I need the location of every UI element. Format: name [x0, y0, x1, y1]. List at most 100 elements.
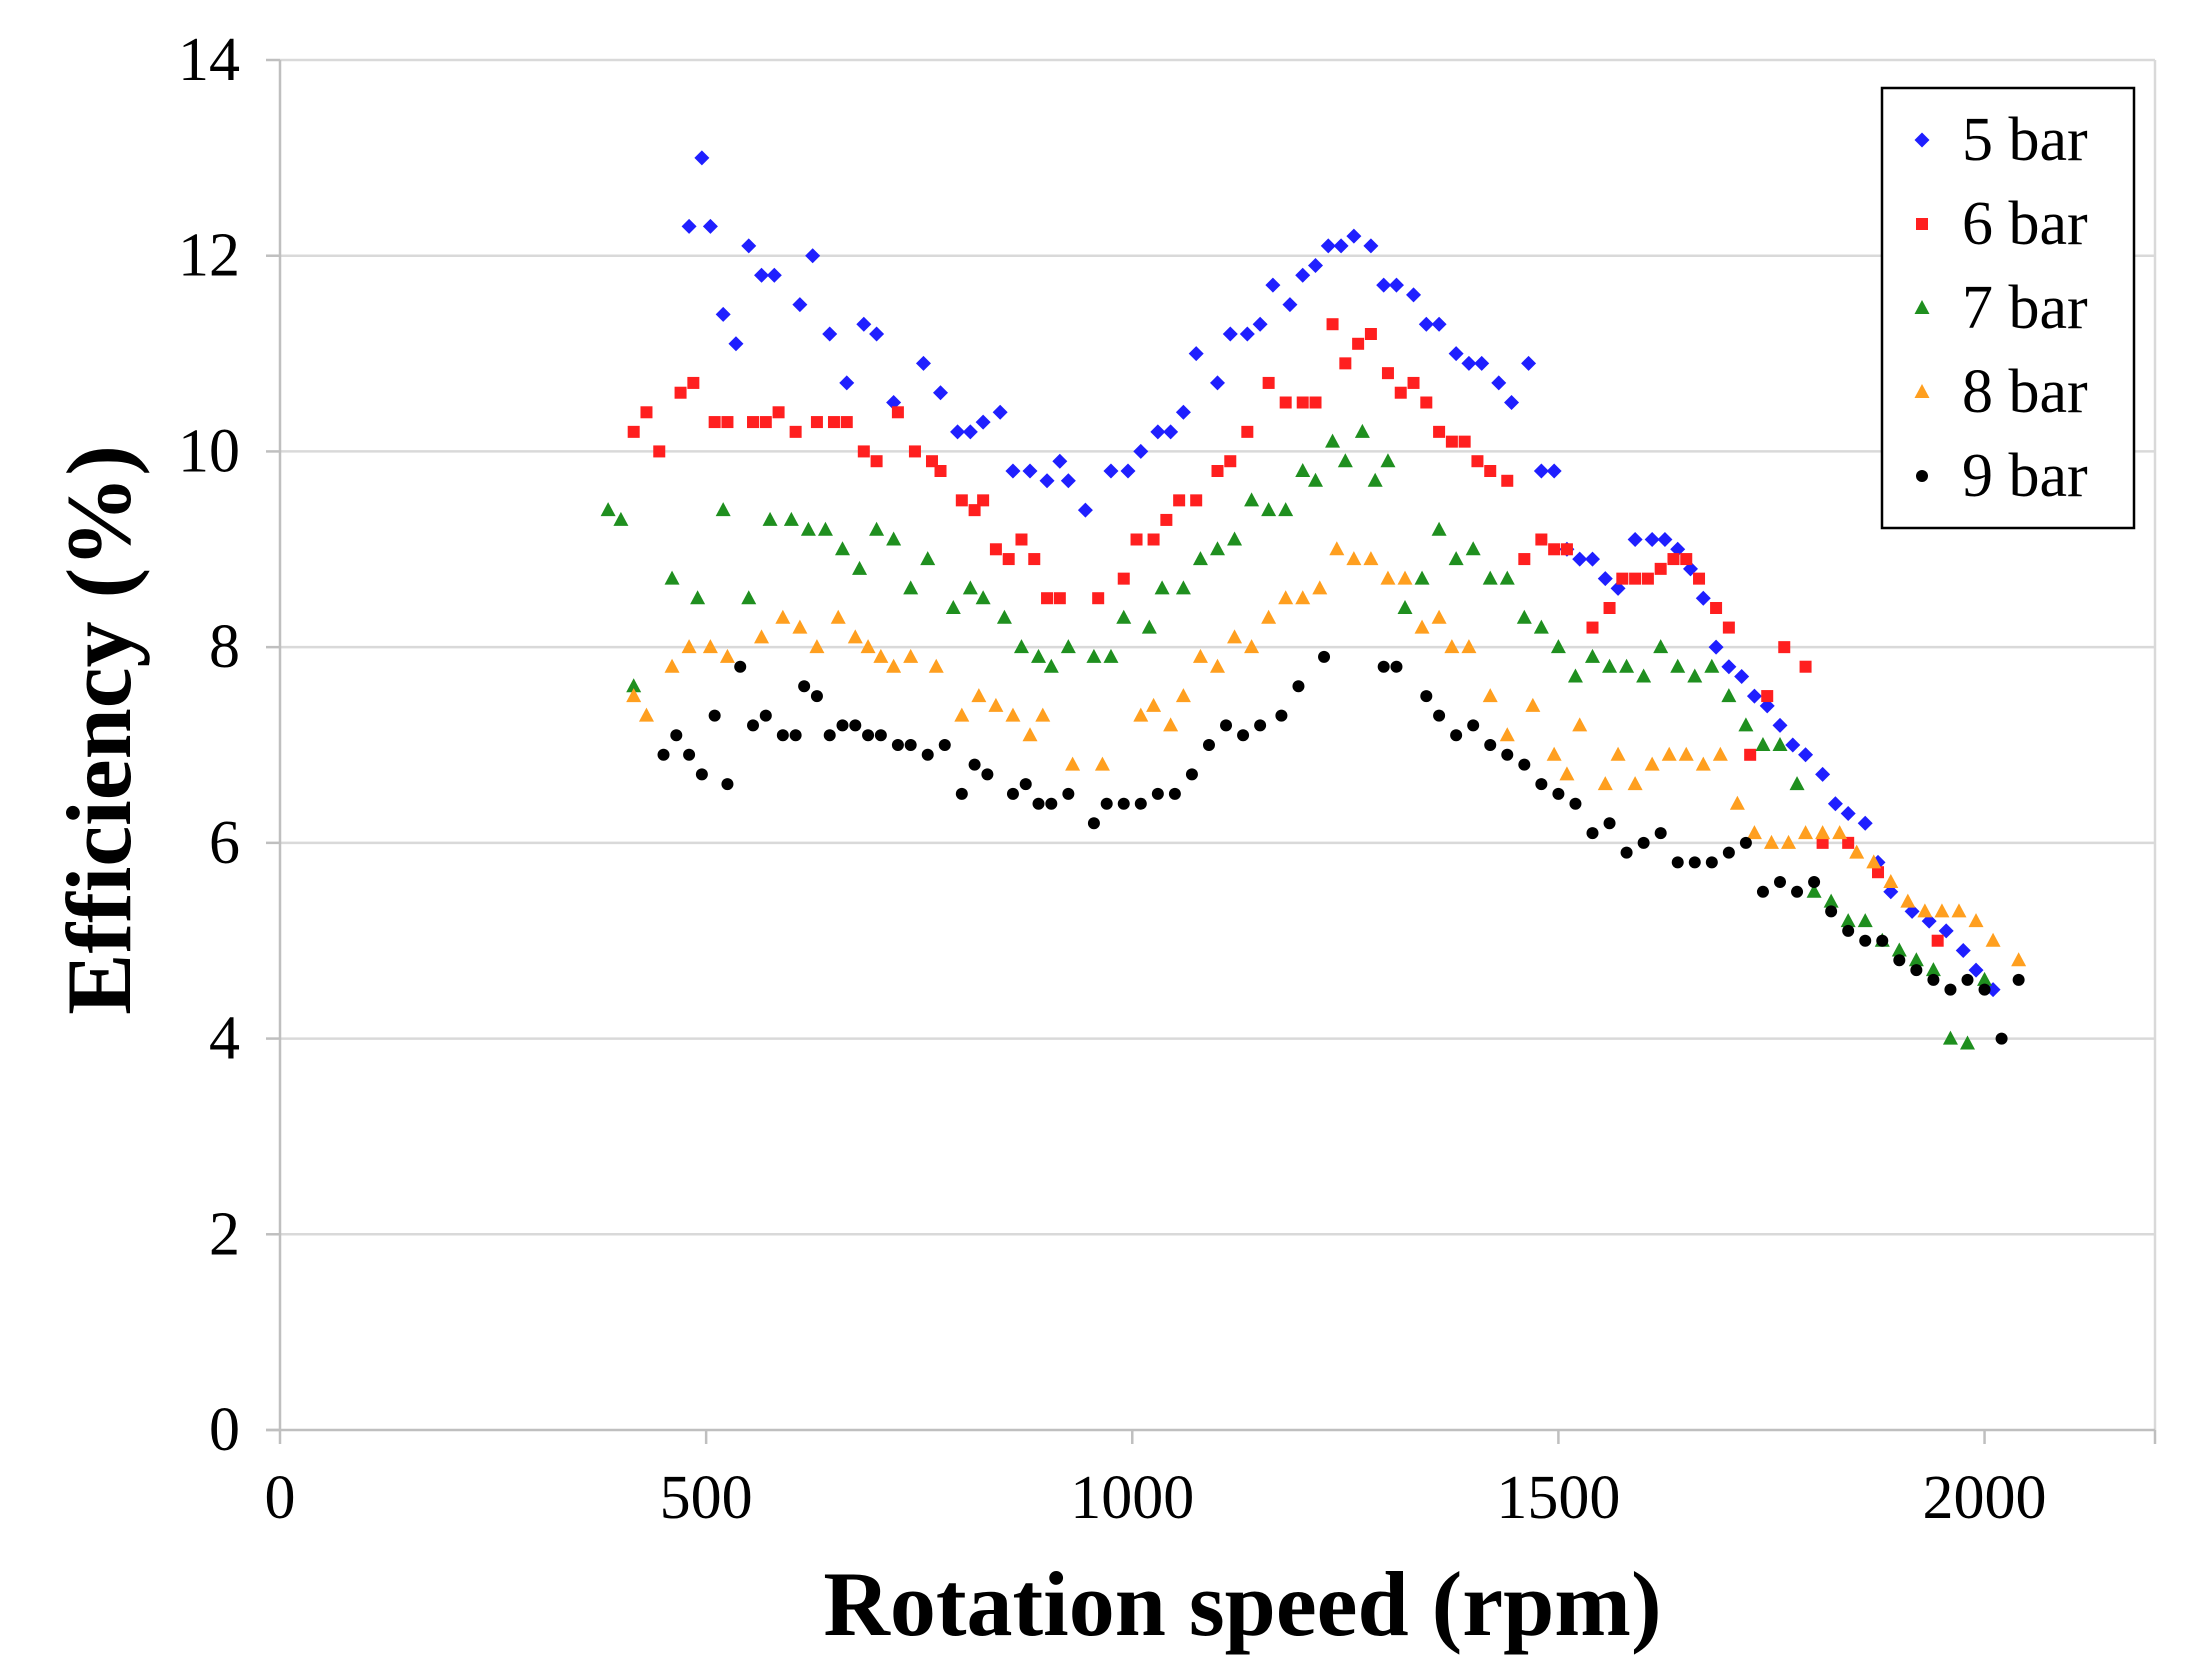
data-point	[1474, 355, 1490, 371]
data-point	[1160, 513, 1173, 526]
data-point	[1931, 934, 1944, 947]
data-point	[2011, 952, 2027, 967]
data-point	[1013, 639, 1029, 654]
data-point	[1710, 602, 1723, 614]
data-point	[1265, 277, 1281, 293]
data-point	[600, 502, 616, 517]
data-point	[1816, 836, 1829, 849]
data-point	[1908, 952, 1924, 967]
data-point	[1163, 424, 1179, 440]
data-point	[1789, 776, 1805, 791]
data-point	[1329, 541, 1345, 556]
data-point	[1431, 609, 1447, 624]
data-point	[721, 778, 734, 791]
data-point	[950, 424, 966, 440]
data-point	[741, 238, 757, 254]
data-point	[1202, 739, 1215, 751]
data-point	[1045, 797, 1058, 810]
data-point	[798, 680, 811, 693]
data-point	[839, 375, 855, 391]
data-point	[1022, 463, 1038, 479]
data-point	[1680, 553, 1693, 566]
data-point	[809, 639, 825, 654]
data-point	[1654, 827, 1667, 840]
data-point	[719, 648, 735, 663]
data-point	[1295, 267, 1311, 283]
data-point	[1785, 737, 1801, 753]
data-point	[1318, 650, 1331, 663]
data-point	[1364, 328, 1377, 340]
data-point	[1394, 386, 1407, 399]
legend-label: 6 bar	[1962, 190, 2088, 258]
data-point	[1482, 688, 1498, 703]
data-point	[1683, 561, 1699, 577]
data-point	[1721, 688, 1737, 703]
data-point	[1175, 404, 1191, 420]
data-point	[1667, 553, 1680, 566]
data-point	[1921, 913, 1937, 929]
data-point	[1146, 697, 1162, 712]
data-point	[1637, 836, 1650, 849]
data-point	[1518, 758, 1531, 771]
data-point	[1602, 658, 1618, 673]
data-point	[1190, 494, 1203, 507]
data-point	[1501, 474, 1514, 487]
data-point	[690, 590, 706, 605]
data-point	[1815, 766, 1831, 782]
data-point	[1942, 1030, 1958, 1045]
data-point	[1955, 943, 1971, 958]
data-point	[1239, 326, 1255, 342]
data-point	[683, 748, 696, 761]
data-point	[1708, 639, 1724, 655]
data-point	[1501, 748, 1514, 761]
data-point	[1482, 570, 1498, 585]
data-point	[1654, 562, 1667, 575]
data-point	[772, 406, 785, 419]
data-point	[1729, 795, 1745, 810]
legend-marker	[1916, 218, 1928, 230]
data-point	[1380, 453, 1396, 468]
data-point	[1278, 590, 1294, 605]
data-point	[1461, 639, 1477, 654]
data-point	[1704, 658, 1720, 673]
data-point	[1744, 748, 1757, 761]
data-point	[1597, 776, 1613, 791]
legend: 5 bar 6 bar 7 bar 8 bar 9 bar	[1880, 86, 2136, 530]
data-point	[822, 326, 838, 342]
legend-marker	[1914, 132, 1930, 148]
data-point	[1252, 316, 1268, 332]
data-point	[1022, 727, 1038, 742]
data-point	[1065, 756, 1081, 771]
data-point	[904, 739, 917, 751]
data-point	[1431, 316, 1447, 332]
data-point	[1721, 659, 1737, 675]
data-point	[1840, 913, 1856, 928]
data-point	[1094, 756, 1110, 771]
y-tick-label: 4	[209, 1005, 240, 1073]
data-point	[1995, 1032, 2008, 1045]
data-point	[1450, 729, 1463, 742]
data-point	[1420, 690, 1433, 703]
data-point	[1657, 532, 1673, 547]
data-point	[1722, 846, 1735, 859]
data-point	[670, 729, 683, 742]
data-point	[1825, 905, 1838, 918]
data-point	[1781, 834, 1797, 849]
data-point	[1925, 962, 1941, 977]
data-point	[933, 385, 949, 401]
data-point	[1968, 913, 1984, 928]
data-point	[1346, 551, 1362, 566]
data-point	[1354, 423, 1370, 438]
data-point	[810, 416, 823, 429]
data-point	[1960, 1035, 1975, 1050]
legend-label: 8 bar	[1962, 358, 2088, 426]
data-point	[1627, 532, 1643, 547]
data-point	[708, 416, 721, 429]
data-point	[1282, 297, 1298, 313]
data-point	[1567, 668, 1583, 683]
data-point	[1103, 648, 1119, 663]
data-point	[1516, 609, 1532, 624]
data-point	[962, 580, 978, 595]
data-point	[1418, 316, 1434, 332]
data-point	[762, 511, 778, 526]
